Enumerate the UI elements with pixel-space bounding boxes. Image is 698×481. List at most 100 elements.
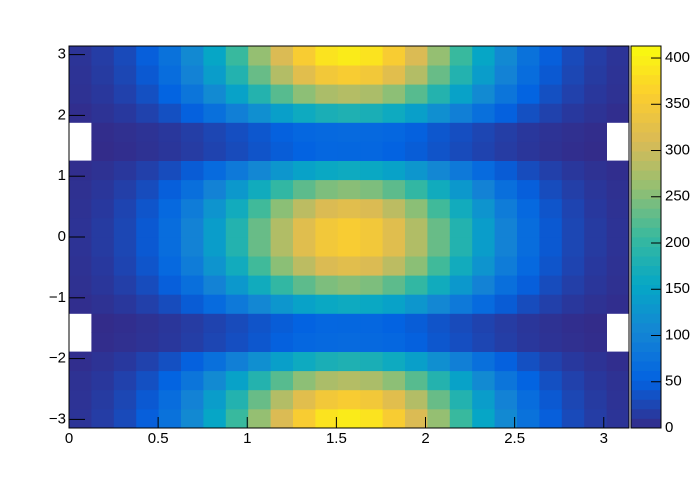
- cell: [449, 408, 473, 429]
- cell: [360, 313, 383, 333]
- cell: [136, 237, 159, 257]
- cell: [315, 237, 339, 257]
- cell: [449, 256, 473, 276]
- y-tick-label: 3: [58, 46, 66, 63]
- cell: [337, 237, 361, 257]
- cell: [270, 389, 294, 410]
- cell: [494, 332, 518, 352]
- colorbar-step: [631, 84, 661, 95]
- colorbar-step: [631, 342, 661, 352]
- cell: [584, 313, 607, 333]
- cell: [517, 141, 540, 161]
- cell: [337, 46, 361, 66]
- cell: [561, 294, 585, 314]
- cell: [584, 237, 607, 257]
- cell: [270, 351, 294, 372]
- cell: [561, 332, 585, 352]
- cell: [270, 160, 294, 181]
- cell: [472, 389, 495, 410]
- cell: [181, 351, 204, 372]
- cell: [405, 256, 428, 276]
- cell: [158, 313, 182, 333]
- cell: [337, 122, 361, 142]
- cell: [405, 237, 428, 257]
- colorbar-frame: [630, 45, 662, 429]
- cell: [427, 408, 451, 429]
- cell: [69, 275, 92, 295]
- cell: [539, 65, 563, 85]
- cell: [561, 237, 585, 257]
- cell: [315, 294, 339, 314]
- cell: [293, 237, 316, 257]
- y-tick-label: 0: [58, 228, 66, 245]
- cell: [561, 389, 585, 410]
- cell: [584, 275, 607, 295]
- y-tick-label: −3: [49, 410, 66, 427]
- cell: [427, 65, 451, 85]
- cell: [427, 160, 451, 181]
- cell: [337, 389, 361, 410]
- cell: [113, 313, 137, 333]
- colorbar-step: [631, 189, 661, 200]
- cell: [69, 217, 92, 238]
- cell: [449, 313, 473, 333]
- cell: [181, 46, 204, 66]
- cell: [248, 256, 271, 276]
- cell: [315, 198, 339, 219]
- z-tick-label: 400: [665, 49, 690, 66]
- cell: [69, 198, 92, 219]
- colorbar-step: [631, 294, 661, 305]
- cell: [293, 256, 316, 276]
- y-tick-label: 1: [58, 167, 66, 184]
- cell: [158, 294, 182, 314]
- cell: [607, 142, 630, 162]
- z-tick-label: 350: [665, 95, 690, 112]
- cell: [449, 103, 473, 123]
- cell: [561, 179, 585, 200]
- cell: [225, 313, 249, 333]
- cell: [606, 198, 630, 219]
- cell: [203, 275, 227, 295]
- cell: [405, 46, 428, 66]
- cell: [181, 332, 204, 352]
- cell: [517, 46, 540, 66]
- cell: [315, 179, 339, 200]
- cell: [337, 275, 361, 295]
- cell: [494, 122, 518, 142]
- cell: [136, 370, 159, 391]
- cell: [405, 198, 428, 219]
- cell: [449, 275, 473, 295]
- cell: [248, 65, 271, 85]
- cell: [69, 160, 92, 181]
- cell: [136, 217, 159, 238]
- cell: [539, 408, 563, 429]
- cell: [561, 256, 585, 276]
- cell: [293, 332, 316, 352]
- cell: [517, 313, 540, 333]
- cell: [69, 237, 92, 257]
- cell: [584, 103, 607, 123]
- cell: [427, 179, 451, 200]
- cell: [382, 332, 406, 352]
- z-tick-label: 200: [665, 234, 690, 251]
- colorbar-step: [631, 151, 661, 161]
- cell: [539, 351, 563, 372]
- cell: [203, 256, 227, 276]
- cell: [91, 294, 115, 314]
- cell: [113, 179, 137, 200]
- cell: [181, 256, 204, 276]
- cell: [91, 389, 115, 410]
- cell: [584, 351, 607, 372]
- cell: [113, 332, 137, 352]
- cell: [539, 389, 563, 410]
- cell: [405, 294, 428, 314]
- cell: [360, 84, 383, 104]
- cell: [91, 408, 115, 429]
- cell: [427, 351, 451, 372]
- cell: [315, 122, 339, 142]
- cell: [584, 160, 607, 181]
- cell: [91, 332, 115, 352]
- cell: [606, 46, 630, 66]
- cell: [225, 217, 249, 238]
- cell: [248, 332, 271, 352]
